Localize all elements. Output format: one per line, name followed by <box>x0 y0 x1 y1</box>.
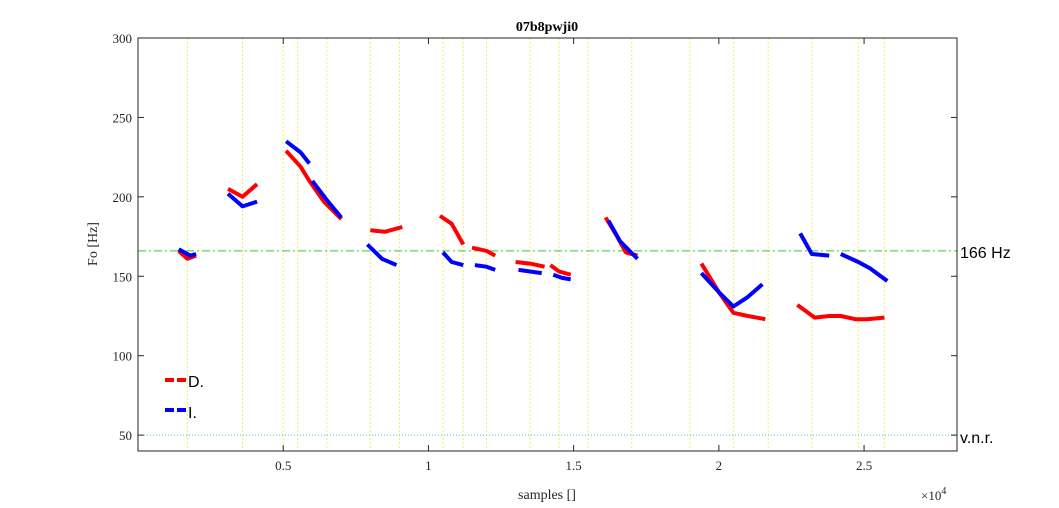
series-i-segment-1 <box>226 192 258 209</box>
series-i-segment-12 <box>839 252 889 283</box>
series-i-segment-11 <box>798 232 830 258</box>
vertical-markers <box>186 38 885 451</box>
y-tick-label-0: 50 <box>119 428 132 443</box>
y-axis-ticks: 50 100 150 200 250 300 <box>113 31 957 443</box>
series-d-segment-9 <box>699 262 766 322</box>
y-axis-label: Fo [Hz] <box>86 222 101 266</box>
chart-title: 07b8pwji0 <box>516 20 578 35</box>
legend-label-i: I. <box>188 405 197 422</box>
reference-lines <box>138 250 957 436</box>
y-tick-label-1: 100 <box>113 349 133 364</box>
legend: D. I. <box>165 374 204 422</box>
series-i-segment-0 <box>177 247 197 258</box>
x-tick-label-4: 2.5 <box>856 458 872 473</box>
legend-label-d: D. <box>188 374 204 391</box>
plot-area-frame <box>137 37 958 452</box>
series-i-segment-8 <box>552 272 572 282</box>
series-i-segment-10 <box>699 271 764 309</box>
series-i-segment-7 <box>518 267 542 276</box>
series-i-segment-4 <box>366 243 398 267</box>
series-d-segment-6 <box>515 260 546 269</box>
y-tick-label-2: 150 <box>113 269 133 284</box>
series-d-segment-10 <box>796 303 885 322</box>
refline-label-vnr: v.n.r. <box>960 430 994 447</box>
y-tick-label-4: 250 <box>113 110 133 125</box>
series-d-segment-7 <box>549 263 572 277</box>
series-d-segment-2 <box>284 149 343 221</box>
series-i-segment-9 <box>606 219 639 261</box>
series-i-segment-3 <box>310 179 343 219</box>
y-tick-label-5: 300 <box>113 31 133 46</box>
x-tick-label-1: 1 <box>425 458 432 473</box>
x-axis-ticks: 0.5 1 1.5 2 2.5 <box>275 38 872 473</box>
series-i-segment-5 <box>441 251 464 268</box>
x-tick-label-3: 2 <box>716 458 723 473</box>
series-i-segment-6 <box>474 263 496 272</box>
series-d-segment-3 <box>370 225 403 234</box>
x-tick-label-0: 0.5 <box>275 458 291 473</box>
refline-label-166: 166 Hz <box>960 245 1011 262</box>
series-lines <box>177 139 889 322</box>
x-tick-label-2: 1.5 <box>566 458 582 473</box>
y-tick-label-3: 200 <box>113 190 133 205</box>
series-d-segment-5 <box>471 245 497 258</box>
series-i-segment-2 <box>284 139 311 165</box>
series-d-segment-1 <box>227 182 259 199</box>
series-d-segment-4 <box>438 214 466 246</box>
x-axis-exponent: ×104 <box>921 486 946 503</box>
x-axis-label: samples [] <box>518 488 576 503</box>
